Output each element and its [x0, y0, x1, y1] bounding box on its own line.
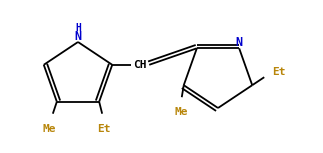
Text: H: H — [75, 23, 81, 33]
Text: Et: Et — [98, 124, 111, 134]
Text: N: N — [235, 36, 243, 49]
Text: CH: CH — [133, 60, 147, 70]
Text: Et: Et — [272, 67, 286, 77]
Text: Me: Me — [174, 107, 188, 117]
Text: Me: Me — [42, 124, 56, 134]
Text: N: N — [74, 30, 82, 43]
